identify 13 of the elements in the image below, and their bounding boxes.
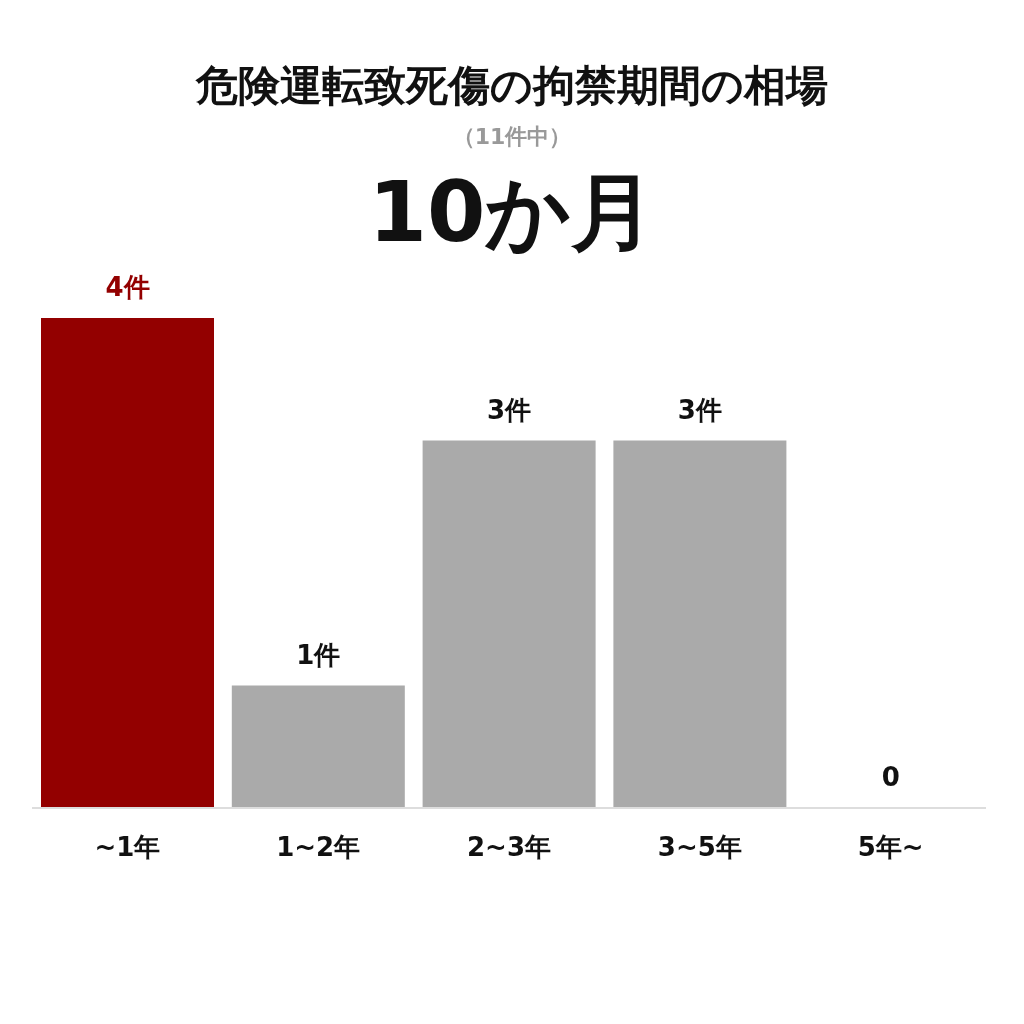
- text: 10か月: [367, 163, 657, 261]
- x-tick-label: 3~5年: [657, 832, 742, 863]
- data-label: 3件: [487, 394, 532, 425]
- x-tick-label: 2~3年: [467, 832, 551, 863]
- chart-subtitle: （11件中）: [451, 123, 573, 151]
- data-label: 0: [881, 762, 900, 793]
- x-tick-label: ~1年: [94, 832, 161, 863]
- chart-title: 危険運転致死傷の拘禁期間の相場: [194, 60, 829, 112]
- data-label: 3件: [677, 394, 722, 425]
- x-tick-label: 5年~: [857, 832, 924, 863]
- x-tick-label: 1~2年: [276, 832, 361, 863]
- data-label: 1件: [296, 639, 341, 670]
- data-label: 4件: [105, 272, 150, 303]
